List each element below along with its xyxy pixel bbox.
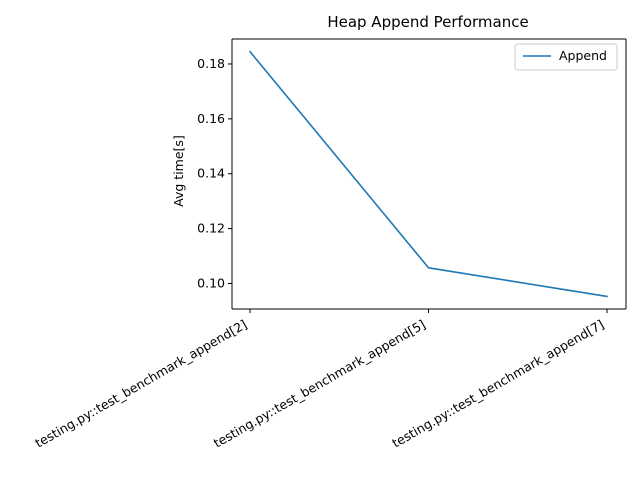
legend: Append — [514, 43, 618, 71]
y-axis-label: Avg time[s] — [171, 135, 186, 207]
y-tick-label: 0.10 — [197, 275, 225, 290]
legend-label-append: Append — [559, 48, 607, 63]
series-line-append — [248, 50, 608, 298]
chart-title: Heap Append Performance — [327, 13, 528, 31]
y-tick-label: 0.16 — [197, 111, 225, 126]
y-tick-label: 0.18 — [197, 56, 225, 71]
y-tick-label: 0.14 — [197, 166, 225, 181]
y-tick-label: 0.12 — [197, 221, 225, 236]
legend-box — [514, 43, 618, 71]
